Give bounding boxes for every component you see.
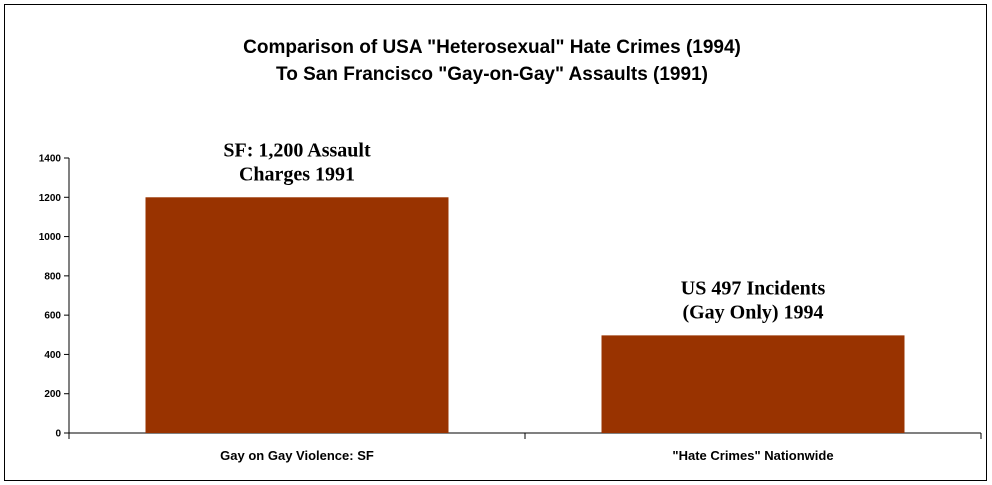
bar [601, 335, 905, 433]
y-tick-label: 0 [55, 429, 61, 440]
y-tick-label: 600 [44, 311, 61, 322]
bar [145, 197, 449, 433]
y-tick-label: 400 [44, 350, 61, 361]
data-label: Charges 1991 [239, 163, 355, 185]
data-label: SF: 1,200 Assault [223, 139, 371, 161]
y-tick-label: 800 [44, 271, 61, 282]
y-tick-label: 200 [44, 389, 61, 400]
x-tick-label: Gay on Gay Violence: SF [220, 448, 374, 463]
y-tick-label: 1400 [39, 154, 62, 165]
chart-title-line-2: To San Francisco "Gay-on-Gay" Assaults (… [276, 64, 708, 85]
chart-title-line-1: Comparison of USA "Heterosexual" Hate Cr… [243, 37, 741, 58]
data-label: (Gay Only) 1994 [682, 301, 823, 323]
data-label: US 497 Incidents [681, 277, 826, 299]
bar-chart: Comparison of USA "Heterosexual" Hate Cr… [39, 37, 982, 463]
y-tick-label: 1200 [39, 193, 62, 204]
plot-area: 0 200 400 600 800 1000 1200 1400 Gay on Gay Viol… [39, 139, 982, 463]
chart-frame: Comparison of USA "Heterosexual" Hate Cr… [4, 4, 987, 481]
x-tick-label: "Hate Crimes" Nationwide [672, 448, 833, 463]
y-tick-label: 1000 [39, 232, 62, 243]
